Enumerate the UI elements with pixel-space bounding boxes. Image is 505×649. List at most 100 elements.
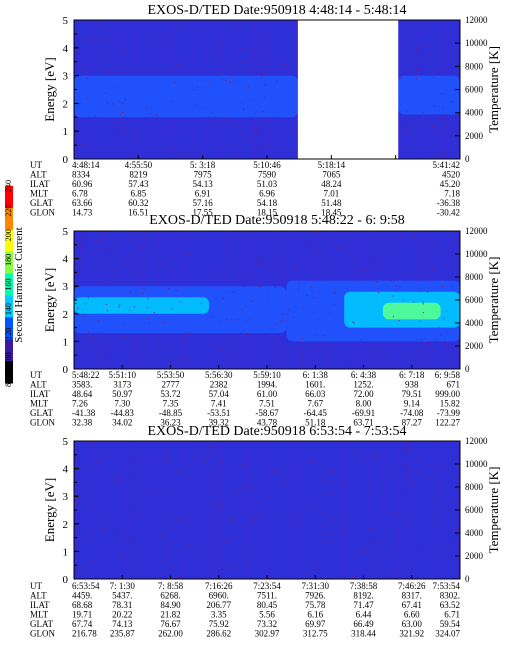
- noise-speckle: [405, 447, 408, 449]
- noise-speckle: [410, 571, 412, 573]
- y2-tick-label: 12000: [465, 436, 488, 446]
- noise-speckle: [398, 544, 400, 546]
- noise-speckle: [236, 32, 238, 34]
- noise-speckle: [455, 499, 458, 501]
- table-cell: -69.91: [352, 408, 375, 418]
- noise-speckle: [204, 441, 207, 443]
- noise-speckle: [146, 28, 149, 30]
- noise-speckle: [226, 319, 228, 321]
- noise-speckle: [140, 502, 142, 504]
- colorbar-tick-label: 160: [4, 279, 13, 291]
- noise-speckle: [447, 537, 449, 539]
- noise-speckle: [204, 572, 207, 574]
- noise-speckle: [136, 138, 138, 140]
- table-cell: 4:55:50: [125, 160, 153, 170]
- noise-speckle: [394, 260, 397, 263]
- noise-speckle: [81, 143, 84, 145]
- noise-speckle: [294, 258, 296, 261]
- noise-speckle: [175, 41, 177, 43]
- noise-speckle: [272, 264, 275, 266]
- colorbar-tick-label: 240: [4, 180, 13, 192]
- noise-speckle: [434, 340, 437, 342]
- colorbar: 240 220 200 180 160 140 120 100 80 Second Harmon…: [4, 180, 25, 387]
- noise-speckle: [124, 494, 126, 496]
- noise-speckle: [125, 130, 127, 132]
- noise-speckle: [123, 323, 125, 325]
- noise-speckle: [124, 99, 126, 101]
- table-cell: 8.00: [356, 399, 372, 409]
- table-cell: -48.85: [159, 408, 183, 418]
- noise-speckle: [389, 500, 391, 503]
- noise-speckle: [161, 45, 163, 47]
- texture-stripe: [341, 441, 343, 579]
- table-cell: 3583.: [72, 380, 92, 390]
- noise-speckle: [144, 241, 146, 243]
- noise-speckle: [241, 102, 243, 104]
- noise-speckle: [247, 333, 250, 336]
- table-cell: 6.91: [195, 189, 211, 199]
- texture-stripe: [239, 441, 241, 579]
- texture-stripe: [194, 441, 196, 579]
- noise-speckle: [254, 279, 256, 282]
- colorbar-segment: [5, 339, 13, 362]
- noise-speckle: [263, 442, 266, 444]
- table-cell: 262.00: [158, 629, 183, 639]
- noise-speckle: [301, 338, 304, 340]
- noise-speckle: [183, 137, 185, 139]
- noise-speckle: [414, 232, 416, 234]
- noise-speckle: [287, 242, 289, 244]
- noise-speckle: [251, 300, 253, 302]
- noise-speckle: [433, 276, 435, 279]
- noise-speckle: [104, 247, 107, 249]
- noise-speckle: [414, 237, 416, 240]
- noise-speckle: [242, 330, 245, 332]
- table-cell: 6: 9:58: [435, 370, 461, 380]
- table-cell: 14.73: [72, 208, 93, 218]
- noise-speckle: [211, 112, 213, 114]
- noise-speckle: [300, 522, 303, 524]
- noise-speckle: [440, 333, 442, 336]
- noise-speckle: [186, 154, 188, 156]
- noise-speckle: [341, 529, 343, 531]
- noise-speckle: [406, 464, 408, 466]
- texture-stripe: [221, 441, 223, 579]
- table-cell: 48.24: [321, 179, 342, 189]
- row-label: ALT: [30, 170, 47, 180]
- noise-speckle: [334, 292, 336, 294]
- table-cell: 51.18: [305, 418, 326, 428]
- noise-speckle: [322, 500, 324, 502]
- noise-speckle: [105, 92, 107, 94]
- noise-speckle: [121, 481, 123, 483]
- table-cell: 50.97: [112, 389, 133, 399]
- noise-speckle: [413, 568, 415, 570]
- noise-speckle: [268, 268, 270, 270]
- table-cell: 63.52: [440, 600, 460, 610]
- texture-stripe: [128, 441, 130, 579]
- table-cell: 78.31: [112, 600, 132, 610]
- noise-speckle: [308, 506, 310, 508]
- noise-speckle: [454, 542, 456, 544]
- noise-speckle: [84, 491, 86, 493]
- noise-speckle: [368, 359, 371, 361]
- noise-speckle: [85, 303, 87, 305]
- noise-speckle: [120, 563, 123, 565]
- table-cell: 20.22: [112, 610, 132, 620]
- noise-speckle: [405, 478, 407, 480]
- noise-speckle: [385, 463, 387, 465]
- noise-speckle: [106, 282, 108, 284]
- texture-stripe: [368, 441, 370, 579]
- table-cell: 2777: [162, 380, 181, 390]
- noise-speckle: [363, 459, 365, 461]
- texture-stripe: [179, 441, 181, 579]
- noise-speckle: [86, 77, 88, 79]
- table-cell: 5:51:10: [108, 370, 136, 380]
- noise-speckle: [207, 80, 209, 82]
- noise-speckle: [178, 63, 180, 65]
- noise-speckle: [383, 274, 385, 276]
- noise-speckle: [416, 69, 418, 71]
- row-label: ALT: [30, 591, 47, 601]
- table-cell: 5:53:50: [157, 370, 185, 380]
- y-tick-label: 0: [63, 574, 69, 586]
- noise-speckle: [242, 108, 244, 111]
- noise-speckle: [119, 304, 121, 306]
